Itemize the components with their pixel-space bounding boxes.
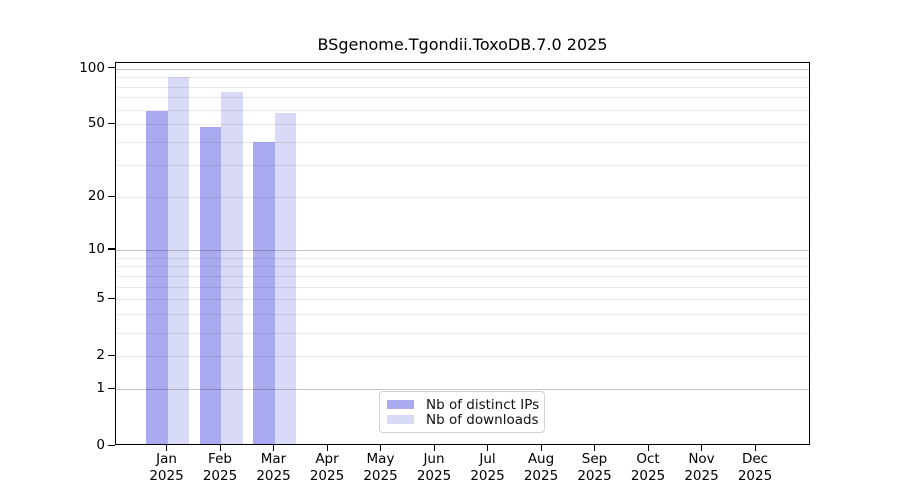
y-tick-10	[108, 248, 115, 250]
x-tick-label-nov: Nov 2025	[684, 451, 719, 484]
y-tick-label-100: 100	[79, 59, 105, 76]
y-tick-label-20: 20	[87, 188, 105, 204]
legend-swatch-downloads	[387, 415, 414, 424]
y-tick-2	[108, 354, 115, 356]
x-tick-mar	[273, 445, 275, 451]
x-tick-label-aug: Aug 2025	[523, 451, 559, 484]
y-tick-label-10: 10	[87, 240, 105, 257]
y-tick-20	[108, 195, 115, 197]
x-tick-label-sep: Sep 2025	[577, 451, 612, 484]
x-tick-label-mar: Mar 2025	[256, 451, 291, 484]
y-tick-50	[108, 122, 115, 125]
y-tick-label-5: 5	[96, 290, 105, 307]
plot-area	[115, 62, 810, 445]
x-tick-label-jul: Jul 2025	[470, 451, 505, 484]
x-tick-may	[380, 445, 382, 451]
legend: Nb of distinct IPs Nb of downloads	[379, 391, 545, 433]
chart-title: BSgenome.Tgondii.ToxoDB.7.0 2025	[317, 35, 608, 54]
x-tick-label-may: May 2025	[363, 451, 398, 484]
x-tick-apr	[326, 445, 328, 451]
bar-downloads-feb	[221, 91, 243, 444]
x-tick-aug	[540, 445, 542, 451]
x-tick-label-jan: Jan 2025	[149, 451, 184, 484]
x-tick-label-apr: Apr 2025	[309, 451, 345, 484]
y-tick-1	[108, 387, 115, 390]
bars-layer	[116, 63, 809, 444]
x-tick-jan	[166, 445, 168, 451]
bar-downloads-mar	[274, 113, 296, 444]
x-tick-jul	[487, 445, 489, 451]
x-tick-feb	[219, 445, 221, 451]
bar-distinct-ips-feb	[199, 127, 221, 444]
legend-row-downloads: Nb of downloads	[387, 411, 539, 428]
y-tick-label-1: 1	[96, 380, 105, 397]
bar-distinct-ips-mar	[253, 142, 275, 444]
x-tick-label-dec: Dec 2025	[737, 451, 773, 484]
legend-swatch-distinct-ips	[387, 400, 414, 409]
bar-distinct-ips-jan	[146, 110, 168, 444]
x-tick-nov	[701, 445, 703, 451]
x-tick-jun	[433, 445, 435, 451]
legend-label-distinct-ips: Nb of distinct IPs	[426, 396, 540, 413]
x-tick-label-oct: Oct 2025	[630, 451, 666, 484]
y-tick-label-0: 0	[96, 437, 105, 453]
legend-label-downloads: Nb of downloads	[426, 411, 539, 428]
x-tick-dec	[754, 445, 756, 451]
x-tick-sep	[594, 445, 596, 451]
x-tick-label-jun: Jun 2025	[416, 451, 452, 484]
legend-row-distinct-ips: Nb of distinct IPs	[387, 396, 540, 413]
y-tick-label-2: 2	[96, 347, 105, 364]
y-tick-5	[108, 297, 115, 300]
y-tick-label-50: 50	[87, 115, 105, 132]
y-tick-100	[108, 67, 115, 69]
bar-downloads-jan	[167, 76, 189, 444]
x-tick-oct	[647, 445, 649, 451]
x-tick-label-feb: Feb 2025	[202, 451, 238, 484]
y-tick-0	[108, 444, 115, 446]
